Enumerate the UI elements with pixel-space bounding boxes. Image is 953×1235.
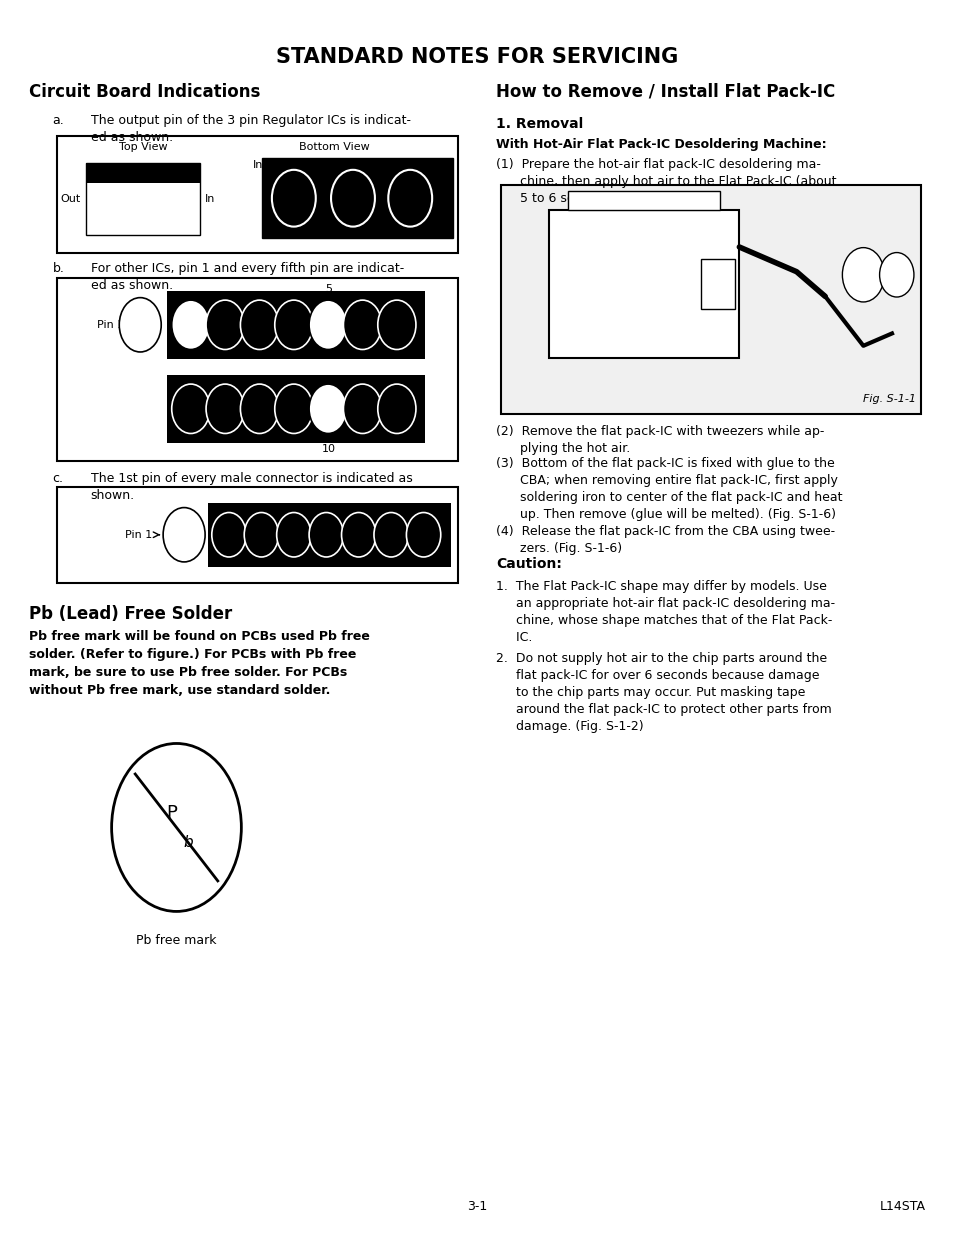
Circle shape bbox=[274, 384, 313, 433]
Bar bbox=[500, 185, 920, 414]
Text: The 1st pin of every male connector is indicated as
shown.: The 1st pin of every male connector is i… bbox=[91, 472, 412, 501]
Bar bbox=[86, 163, 200, 235]
Bar bbox=[57, 278, 457, 461]
Circle shape bbox=[377, 300, 416, 350]
Text: Pb free mark will be found on PCBs used Pb free
solder. (Refer to figure.) For P: Pb free mark will be found on PCBs used … bbox=[29, 630, 369, 697]
Text: Pb (Lead) Free Solder: Pb (Lead) Free Solder bbox=[29, 605, 232, 624]
Text: 1. Removal: 1. Removal bbox=[496, 117, 582, 131]
Bar bbox=[167, 375, 424, 443]
Circle shape bbox=[377, 384, 416, 433]
Circle shape bbox=[112, 743, 241, 911]
Circle shape bbox=[163, 508, 205, 562]
Text: Pin 1: Pin 1 bbox=[96, 320, 124, 330]
Text: L14STA: L14STA bbox=[879, 1199, 924, 1213]
Text: 3-1: 3-1 bbox=[466, 1199, 487, 1213]
Text: Out: Out bbox=[61, 194, 81, 204]
Bar bbox=[167, 291, 424, 359]
Text: P: P bbox=[166, 804, 177, 821]
Text: The output pin of the 3 pin Regulator ICs is indicat-
ed as shown.: The output pin of the 3 pin Regulator IC… bbox=[91, 114, 410, 143]
Circle shape bbox=[212, 513, 246, 557]
Text: Circuit Board Indications: Circuit Board Indications bbox=[29, 83, 260, 101]
Bar bbox=[567, 191, 720, 210]
Text: (2)  Remove the flat pack-IC with tweezers while ap-
      plying the hot air.: (2) Remove the flat pack-IC with tweezer… bbox=[496, 425, 823, 454]
Circle shape bbox=[343, 300, 381, 350]
Text: STANDARD NOTES FOR SERVICING: STANDARD NOTES FOR SERVICING bbox=[275, 47, 678, 67]
Circle shape bbox=[374, 513, 408, 557]
Text: b.: b. bbox=[52, 262, 64, 275]
Text: In: In bbox=[205, 194, 215, 204]
Circle shape bbox=[240, 384, 278, 433]
Text: 2.  Do not supply hot air to the chip parts around the
     flat pack-IC for ove: 2. Do not supply hot air to the chip par… bbox=[496, 652, 831, 734]
Text: (4)  Release the flat pack-IC from the CBA using twee-
      zers. (Fig. S-1-6): (4) Release the flat pack-IC from the CB… bbox=[496, 525, 834, 555]
Circle shape bbox=[206, 384, 244, 433]
Circle shape bbox=[309, 513, 343, 557]
Text: (3)  Bottom of the flat pack-IC is fixed with glue to the
      CBA; when removi: (3) Bottom of the flat pack-IC is fixed … bbox=[496, 457, 841, 521]
Text: Pb free mark: Pb free mark bbox=[136, 934, 216, 947]
Circle shape bbox=[841, 247, 883, 303]
Bar bbox=[700, 259, 734, 309]
Circle shape bbox=[272, 170, 315, 227]
Circle shape bbox=[406, 513, 440, 557]
Circle shape bbox=[172, 384, 210, 433]
Text: Bottom View: Bottom View bbox=[298, 142, 369, 152]
Bar bbox=[86, 163, 200, 183]
Circle shape bbox=[309, 300, 347, 350]
Bar bbox=[548, 210, 739, 358]
Text: 5: 5 bbox=[325, 284, 333, 294]
Text: Caution:: Caution: bbox=[496, 557, 561, 571]
Circle shape bbox=[388, 170, 432, 227]
Circle shape bbox=[276, 513, 311, 557]
Text: For other ICs, pin 1 and every fifth pin are indicat-
ed as shown.: For other ICs, pin 1 and every fifth pin… bbox=[91, 262, 403, 291]
Text: 10: 10 bbox=[322, 445, 335, 454]
Text: How to Remove / Install Flat Pack-IC: How to Remove / Install Flat Pack-IC bbox=[496, 83, 835, 101]
Text: b: b bbox=[183, 835, 193, 850]
Bar bbox=[262, 158, 453, 238]
Circle shape bbox=[119, 298, 161, 352]
Text: Pin 1: Pin 1 bbox=[125, 530, 152, 540]
Text: a.: a. bbox=[52, 114, 64, 127]
Text: Input: Input bbox=[253, 161, 281, 170]
Circle shape bbox=[206, 300, 244, 350]
Text: Fig. S-1-1: Fig. S-1-1 bbox=[862, 394, 915, 404]
Circle shape bbox=[240, 300, 278, 350]
Circle shape bbox=[274, 300, 313, 350]
Circle shape bbox=[343, 384, 381, 433]
Text: 1.  The Flat Pack-IC shape may differ by models. Use
     an appropriate hot-air: 1. The Flat Pack-IC shape may differ by … bbox=[496, 580, 834, 645]
Circle shape bbox=[331, 170, 375, 227]
Bar bbox=[57, 487, 457, 583]
Text: Top View: Top View bbox=[119, 142, 167, 152]
Circle shape bbox=[172, 300, 210, 350]
Text: With Hot-Air Flat Pack-IC Desoldering Machine:: With Hot-Air Flat Pack-IC Desoldering Ma… bbox=[496, 138, 826, 152]
Circle shape bbox=[879, 252, 913, 296]
Text: c.: c. bbox=[52, 472, 64, 485]
Circle shape bbox=[244, 513, 278, 557]
Bar bbox=[208, 503, 451, 567]
Circle shape bbox=[341, 513, 375, 557]
Bar bbox=[57, 136, 457, 253]
Text: (1)  Prepare the hot-air flat pack-IC desoldering ma-
      chine, then apply ho: (1) Prepare the hot-air flat pack-IC des… bbox=[496, 158, 836, 205]
Circle shape bbox=[309, 384, 347, 433]
